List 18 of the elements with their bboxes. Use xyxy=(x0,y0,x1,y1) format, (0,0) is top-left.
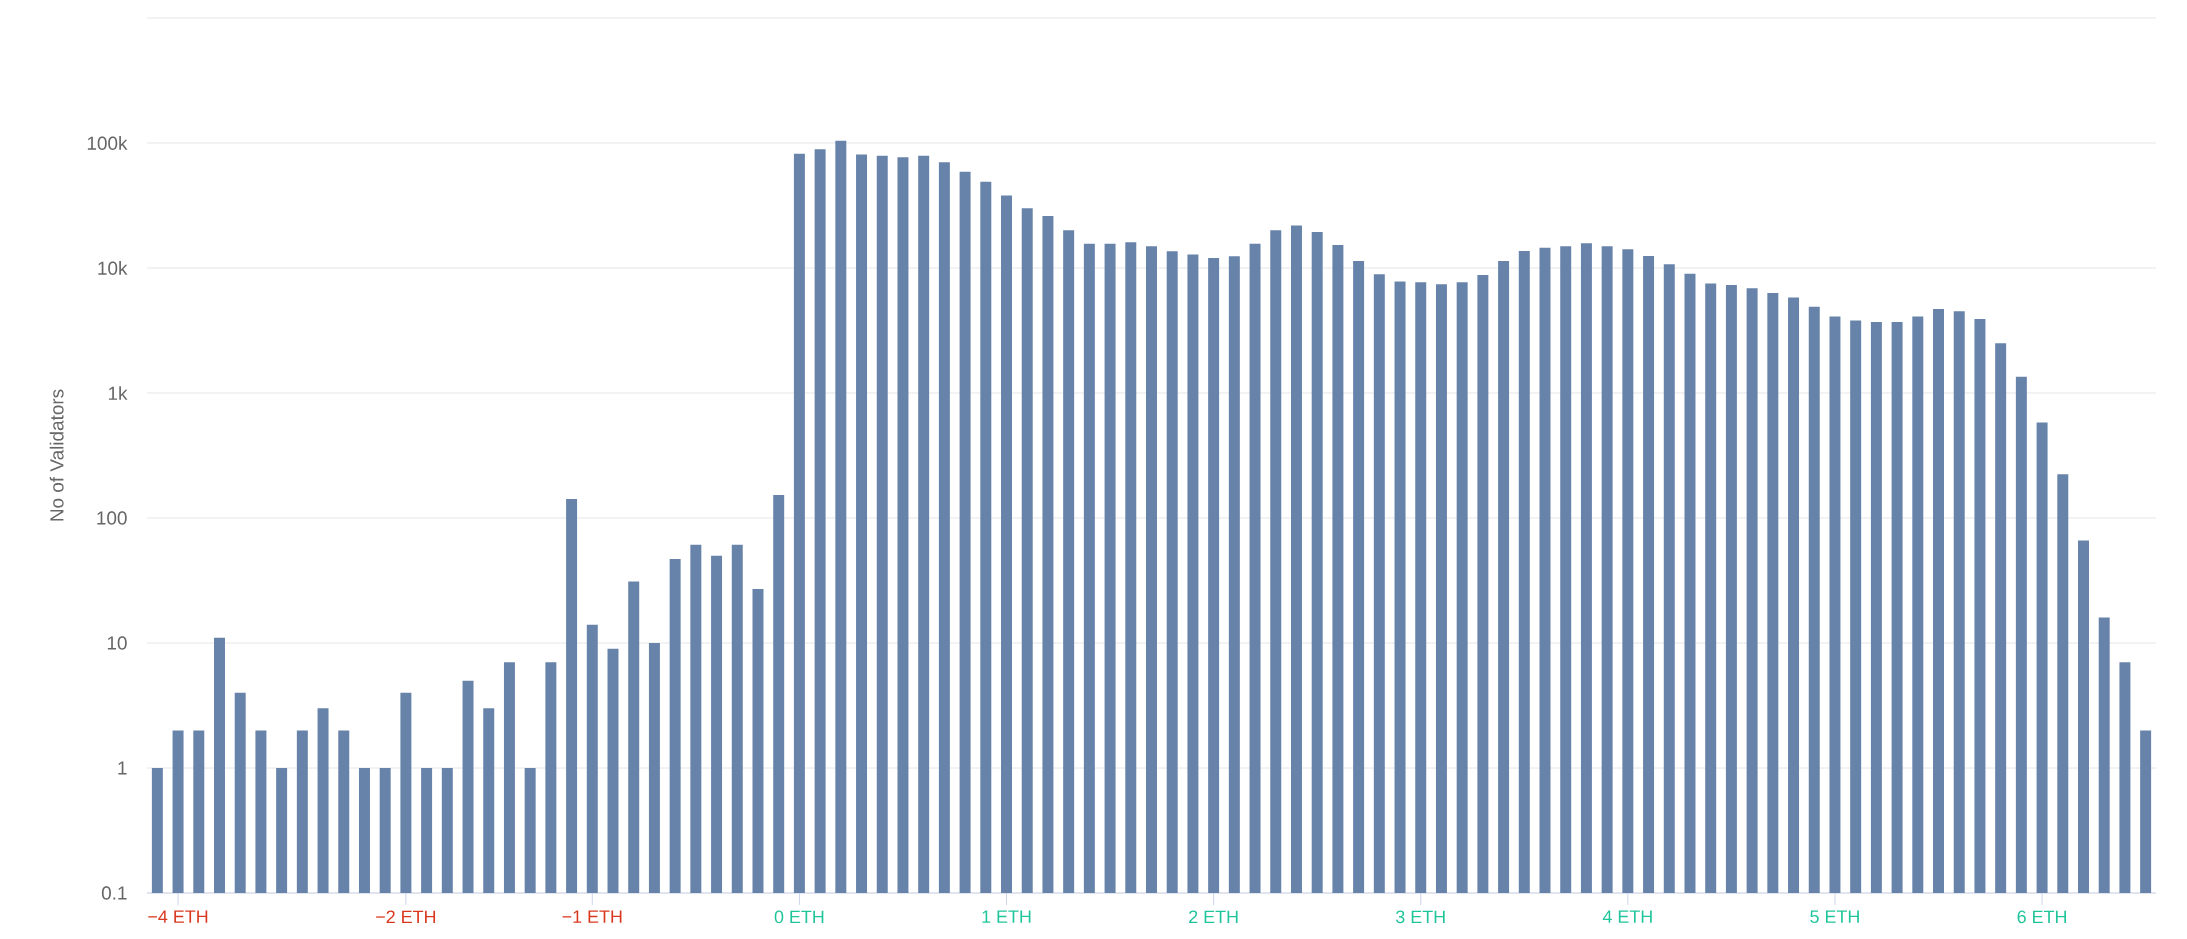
x-tick-label: 6 ETH xyxy=(2017,910,2066,924)
x-tick-label: −2 ETH xyxy=(376,910,436,924)
x-tick-label: 1 ETH xyxy=(982,910,1031,923)
y-tick-label: 10k xyxy=(98,261,128,275)
y-tick-label: 10 xyxy=(107,636,127,650)
y-tick-label: 100 xyxy=(97,511,127,525)
y-tick-label: 0.1 xyxy=(101,886,127,900)
x-tick-label: −4 ETH xyxy=(148,910,208,923)
x-tick-label: 4 ETH xyxy=(1602,910,1652,923)
x-tick-label: 0 ETH xyxy=(774,910,824,924)
y-tick-label: 1 xyxy=(118,761,127,775)
x-tick-label: 3 ETH xyxy=(1396,910,1445,924)
y-tick-label: 1k xyxy=(108,386,128,400)
x-tick-label: 5 ETH xyxy=(1810,910,1859,923)
y-axis-title: No of Validators xyxy=(49,389,64,521)
x-tick-label: −1 ETH xyxy=(562,910,622,923)
y-tick-label: 100k xyxy=(87,136,128,150)
x-tick-label: 2 ETH xyxy=(1189,910,1238,924)
